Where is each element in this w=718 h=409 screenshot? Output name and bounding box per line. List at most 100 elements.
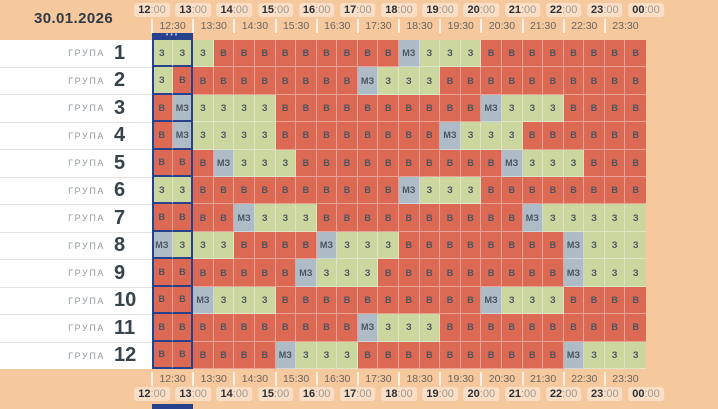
half-hour-label: 18:30 [406,20,433,32]
schedule-cell-powered-off: В [296,231,317,260]
schedule-cell-powered-off: В [584,286,605,315]
schedule-cell-possible-outage: МЗ [357,67,379,95]
group-label: ГРУПА [68,75,105,86]
schedule-cell-powered-off: В [172,259,194,287]
schedule-cell-powered-on: З [254,94,276,123]
hour-label: 18:00 [381,3,417,17]
schedule-cell-powered-on: З [193,40,214,68]
schedule-cell-possible-outage: МЗ [501,149,523,178]
half-hour-label: 12:30 [159,20,186,32]
hour-label: 21:00 [504,387,541,401]
schedule-cell-powered-off: В [357,94,379,123]
schedule-cell-powered-on: З [172,177,194,205]
schedule-cell-powered-off: В [440,231,461,260]
group-row: ГРУПА 11 [0,315,152,343]
schedule-cell-powered-off: В [419,149,441,178]
half-hour-label: 18:30 [406,373,433,385]
schedule-cell-powered-off: В [254,259,276,287]
schedule-cell-powered-off: В [234,259,255,287]
schedule-cell-powered-off: В [254,177,276,205]
group-number: 2 [114,69,126,92]
schedule-cell-powered-on: З [337,259,358,287]
hour-label: 15:00 [257,387,294,401]
hour-label: 00:00 [628,3,664,17]
schedule-cell-powered-off: В [440,314,461,342]
schedule-cell-powered-off: В [460,67,482,95]
schedule-cell-powered-off: В [337,177,358,205]
schedule-cell-powered-on: З [254,204,276,232]
schedule-cell-powered-on: З [625,231,646,260]
schedule-cell-powered-off: В [152,259,173,287]
schedule-cell-powered-off: В [419,122,441,150]
half-hour-label: 14:30 [241,373,269,385]
schedule-cell-powered-off: В [213,204,235,232]
group-number: 10 [114,289,137,312]
schedule-cell-powered-off: В [399,341,420,369]
schedule-cell-powered-on: З [234,149,255,178]
schedule-cell-powered-on: З [337,231,358,260]
schedule-cell-powered-on: З [543,204,564,232]
schedule-cell-powered-off: В [543,314,564,342]
schedule-cell-powered-on: З [419,67,441,95]
hour-tick [439,19,442,33]
schedule-cell-powered-off: В [419,231,441,260]
schedule-cell-powered-off: В [604,314,626,342]
schedule-cell-powered-off: В [584,314,605,342]
schedule-cell-possible-outage: МЗ [481,286,502,315]
schedule-cell-possible-outage: МЗ [172,122,194,150]
current-time-indicator[interactable]: ••• [152,32,194,40]
hour-tick [562,372,565,386]
schedule-cell-powered-off: В [296,94,317,123]
schedule-cell-powered-off: В [419,94,441,123]
schedule-cell-powered-off: В [275,67,297,95]
schedule-cell-powered-off: В [481,341,502,369]
group-row: ГРУПА 1 [0,40,152,68]
group-number: 6 [114,179,126,202]
schedule-cell-powered-off: В [316,286,338,315]
hour-tick [233,19,236,33]
schedule-cell-powered-on: З [419,40,441,68]
schedule-cell-powered-off: В [419,286,441,315]
schedule-cell-powered-off: В [584,94,605,123]
schedule-cell-powered-on: З [460,122,482,150]
schedule-cell-powered-off: В [460,314,482,342]
schedule-cell-powered-on: З [193,122,214,150]
schedule-cell-powered-off: В [543,67,564,95]
group-row: ГРУПА 12 [0,343,152,370]
hour-label: 21:00 [504,3,541,17]
half-hour-label: 21:30 [529,20,557,32]
half-hour-label: 16:30 [324,20,351,32]
group-number: 11 [114,316,136,339]
schedule-cell-powered-on: З [234,94,255,123]
schedule-cell-powered-on: З [543,286,564,315]
group-row: ГРУПА 6 [0,178,152,205]
schedule-cell-powered-off: В [481,40,502,68]
schedule-cell-powered-on: З [522,94,544,123]
schedule-cell-powered-off: В [193,149,214,178]
schedule-cell-powered-on: З [604,341,626,369]
schedule-cell-powered-off: В [604,40,626,68]
schedule-cell-powered-off: В [337,67,358,95]
group-row: ГРУПА 3 [0,95,152,123]
hour-label: 22:00 [545,3,582,17]
hour-label: 20:00 [463,387,500,401]
half-hour-label: 20:30 [488,20,516,32]
schedule-cell-powered-off: В [296,314,317,342]
date-label: 30.01.2026 [34,10,114,27]
schedule-cell-powered-on: З [152,67,173,95]
schedule-cell-powered-off: В [275,259,297,287]
schedule-cell-powered-off: В [584,67,605,95]
hour-tick [356,19,359,33]
schedule-cell-powered-off: В [501,40,523,68]
schedule-cell-powered-on: З [584,259,605,287]
schedule-cell-powered-off: В [172,149,194,178]
schedule-cell-powered-off: В [337,40,358,68]
schedule-cell-powered-off: В [625,177,646,205]
schedule-cell-powered-on: З [563,149,585,178]
schedule-cell-powered-off: В [584,40,605,68]
half-hour-label: 23:30 [612,20,639,32]
schedule-cell-powered-off: В [296,286,317,315]
schedule-cell-powered-off: В [152,314,173,342]
schedule-cell-powered-off: В [316,149,338,178]
